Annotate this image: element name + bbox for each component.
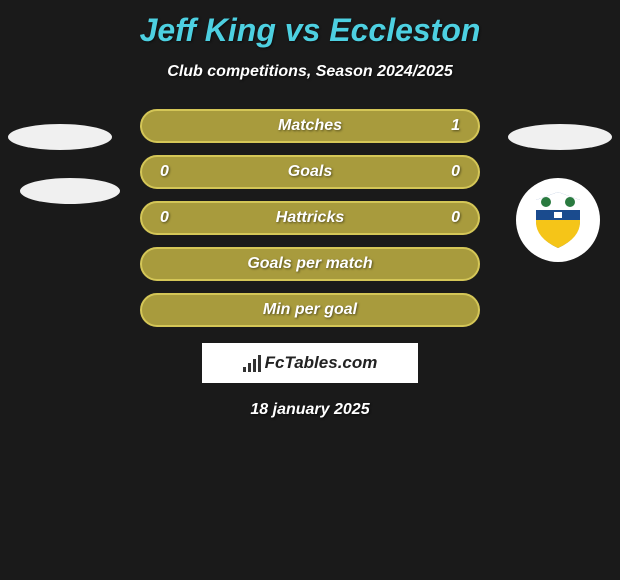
page-title: Jeff King vs Eccleston (0, 0, 620, 49)
stat-right-value: 1 (451, 117, 460, 135)
stat-right-value: 0 (451, 163, 460, 181)
subtitle: Club competitions, Season 2024/2025 (0, 63, 620, 81)
stat-label: Goals per match (247, 255, 372, 273)
stat-row-hattricks: 0 Hattricks 0 (140, 201, 480, 235)
date-text: 18 january 2025 (0, 401, 620, 419)
stat-left-value: 0 (160, 209, 169, 227)
stat-row-min-per-goal: Min per goal (140, 293, 480, 327)
branding-box[interactable]: FcTables.com (202, 343, 418, 383)
branding-text: FcTables.com (265, 353, 378, 373)
stat-row-goals-per-match: Goals per match (140, 247, 480, 281)
chart-bars-icon (243, 354, 261, 372)
stat-row-goals: 0 Goals 0 (140, 155, 480, 189)
stat-label: Matches (278, 117, 342, 135)
stat-left-value: 0 (160, 163, 169, 181)
stat-label: Min per goal (263, 301, 357, 319)
stats-container: Matches 1 0 Goals 0 0 Hattricks 0 Goals … (0, 109, 620, 327)
stat-row-matches: Matches 1 (140, 109, 480, 143)
stat-right-value: 0 (451, 209, 460, 227)
stat-label: Hattricks (276, 209, 344, 227)
stat-label: Goals (288, 163, 332, 181)
